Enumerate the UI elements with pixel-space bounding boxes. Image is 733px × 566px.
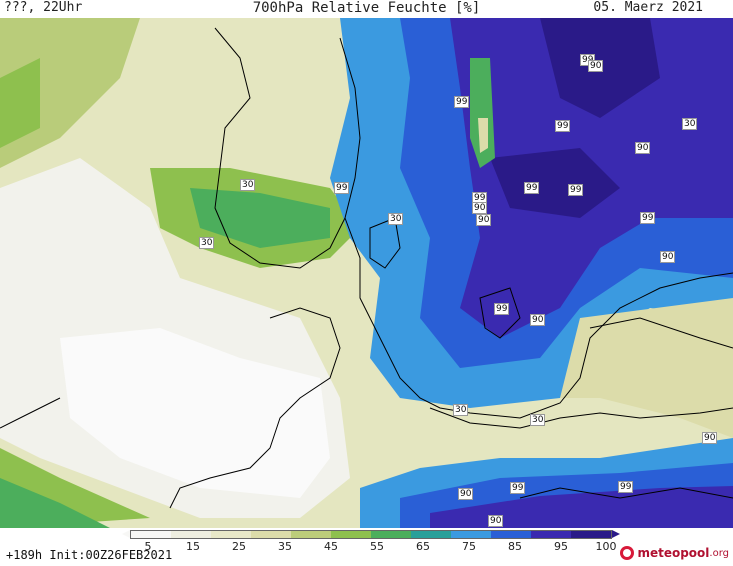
colorbar-swatch xyxy=(291,531,331,538)
colorbar-tick-label: 55 xyxy=(370,540,384,553)
dry-gap-sweden xyxy=(478,118,488,153)
brand-tld: .org xyxy=(709,547,729,559)
contour-label: 99 xyxy=(454,96,470,108)
map-header: ???, 22Uhr 700hPa Relative Feuchte [%] 0… xyxy=(0,0,733,18)
run-info: +189h Init:00Z26FEB2021 xyxy=(6,548,173,562)
contour-label: 90 xyxy=(472,202,488,214)
contour-label: 30 xyxy=(453,404,469,416)
coastline-sweden-baltic xyxy=(344,217,733,419)
border-line-east xyxy=(589,317,733,349)
coastline-south-baltic xyxy=(429,407,733,429)
colorbar-swatch xyxy=(451,531,491,538)
colorbar-swatch xyxy=(531,531,571,538)
colorbar-tick-label: 15 xyxy=(186,540,200,553)
colorbar-swatch xyxy=(371,531,411,538)
contour-label: 99 xyxy=(510,482,526,494)
colorbar-tip-right xyxy=(612,530,620,538)
contour-label: 99 xyxy=(568,184,584,196)
moist-band-south-core xyxy=(430,486,733,528)
humidity-map: 99 90 99 99 30 90 99 99 30 99 99 90 30 9… xyxy=(0,18,733,528)
contour-label: 90 xyxy=(660,251,676,263)
colorbar xyxy=(130,530,612,539)
contour-label: 30 xyxy=(240,179,256,191)
colorbar-swatch xyxy=(171,531,211,538)
colorbar-swatch xyxy=(331,531,371,538)
dry-zone-southeast xyxy=(560,298,733,438)
contour-label: 99 xyxy=(618,481,634,493)
contour-label: 99 xyxy=(494,303,510,315)
colorbar-tick-label: 75 xyxy=(462,540,476,553)
contour-label: 99 xyxy=(524,182,540,194)
moist-band-southwest-core xyxy=(0,478,110,528)
colorbar-swatch xyxy=(131,531,171,538)
coastline-baltic-island xyxy=(479,287,521,339)
valid-time-label: ???, 22Uhr xyxy=(4,0,83,15)
colorbar-tick-label: 35 xyxy=(278,540,292,553)
border-line-south xyxy=(519,487,733,499)
contour-label: 30 xyxy=(199,237,215,249)
contour-label: 30 xyxy=(682,118,698,130)
colorbar-tick-label: 65 xyxy=(416,540,430,553)
contour-label: 99 xyxy=(640,212,656,224)
humidity-field xyxy=(0,18,733,528)
colorbar-tick-label: 45 xyxy=(324,540,338,553)
colorbar-swatch xyxy=(251,531,291,538)
contour-label: 90 xyxy=(458,488,474,500)
meteopool-logo-icon xyxy=(620,546,635,560)
colorbar-swatch xyxy=(411,531,451,538)
moist-gap-sweden xyxy=(470,58,495,168)
colorbar-tick-label: 95 xyxy=(554,540,568,553)
contour-label: 99 xyxy=(334,182,350,194)
colorbar-tip-left xyxy=(122,530,130,538)
meteopool-logo[interactable]: meteopool .org xyxy=(620,546,729,560)
moist-band-norway-core xyxy=(190,188,330,248)
colorbar-tick-label: 100 xyxy=(595,540,617,553)
contour-label: 30 xyxy=(530,414,546,426)
colorbar-tick-label: 5 xyxy=(144,540,152,553)
colorbar-swatch xyxy=(211,531,251,538)
colorbar-tick-label: 25 xyxy=(232,540,246,553)
contour-label: 30 xyxy=(388,213,404,225)
saturated-core-baltic xyxy=(490,148,620,218)
coastline-norway xyxy=(214,27,361,269)
forecast-date: 05. Maerz 2021 xyxy=(593,0,703,15)
coastline-uk xyxy=(0,397,61,429)
colorbar-swatch xyxy=(491,531,531,538)
colorbar-swatch xyxy=(571,531,611,538)
contour-label: 90 xyxy=(588,60,604,72)
coastline-denmark-germany xyxy=(169,307,341,509)
brand-name: meteopool xyxy=(637,546,710,560)
contour-label: 90 xyxy=(702,432,718,444)
moist-zone-nw-core xyxy=(0,58,40,148)
colorbar-tick-label: 85 xyxy=(508,540,522,553)
contour-label: 90 xyxy=(488,515,504,527)
contour-label: 90 xyxy=(635,142,651,154)
contour-label: 90 xyxy=(476,214,492,226)
contour-label: 99 xyxy=(555,120,571,132)
contour-label: 90 xyxy=(530,314,546,326)
map-title: 700hPa Relative Feuchte [%] xyxy=(252,0,481,16)
